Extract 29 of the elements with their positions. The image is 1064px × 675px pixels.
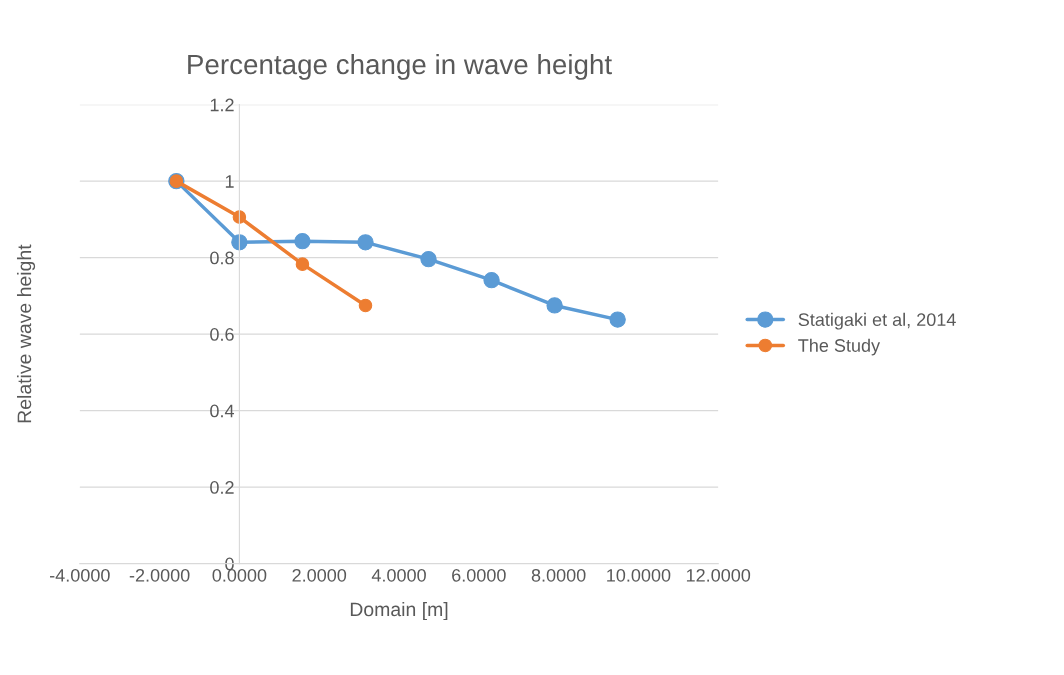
point [358,298,373,313]
point [294,233,311,250]
chart-title: Percentage change in wave height [188,53,612,80]
x-tick-label: 0.0000 [212,568,267,582]
x-tick-label: 12.0000 [686,568,751,582]
x-tick-label: 8.0000 [531,568,586,582]
x-tick-label: 2.0000 [292,568,347,582]
point [546,297,563,314]
x-tick-label: -4.0000 [49,568,110,582]
point [357,234,374,251]
y-tick-label: 1.2 [210,98,234,112]
y-tick-label: 0.8 [210,251,234,265]
y-tick-label: 0.6 [210,328,234,341]
x-tick-label: 10.0000 [607,568,671,582]
x-tick-label: 4.0000 [371,568,426,582]
point [295,257,310,271]
point [609,311,626,328]
y-axis-title: Relative wave height [16,244,36,423]
y-tick-label: 0.4 [210,404,235,418]
legend-label: The Study [798,338,881,356]
y-tick-label: 1 [225,175,234,188]
x-axis-title: Domain [m] [350,601,448,621]
x-tick-label: -2.0000 [129,568,190,582]
point [483,272,500,289]
point [231,234,248,251]
point [420,251,437,268]
legend-label: Statigaki et al, 2014 [798,312,956,330]
y-tick-label: 0.2 [210,481,234,494]
x-tick-label: 6.0000 [452,568,506,582]
